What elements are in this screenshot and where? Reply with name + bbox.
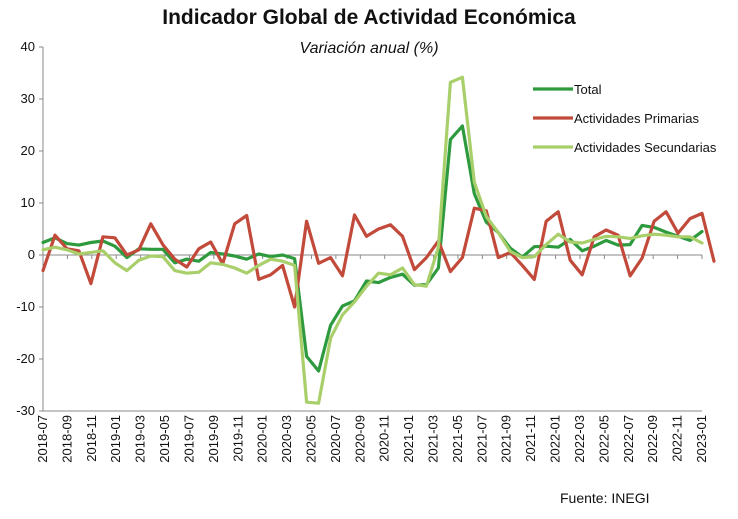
- x-tick-label: 2022-05: [596, 415, 611, 463]
- y-tick-label: 30: [21, 91, 35, 106]
- x-tick-label: 2018-07: [35, 415, 50, 463]
- x-tick-label: 2018-09: [59, 415, 74, 463]
- x-tick-label: 2021-01: [401, 415, 416, 463]
- y-tick-label: 20: [21, 143, 35, 158]
- x-tick-label: 2022-11: [670, 415, 685, 462]
- series-line-actividades-primarias: [41, 206, 716, 309]
- x-tick-label: 2023-01: [694, 415, 709, 463]
- y-tick-label: 10: [21, 195, 35, 210]
- x-tick-label: 2020-03: [279, 415, 294, 463]
- legend-label-total: Total: [574, 82, 602, 97]
- legend-label-actividades-primarias: Actividades Primarias: [574, 111, 699, 126]
- x-tick-label: 2022-07: [621, 415, 636, 463]
- x-tick-label: 2021-11: [523, 415, 538, 462]
- x-tick-label: 2021-05: [450, 415, 465, 463]
- x-tick-label: 2020-01: [255, 415, 270, 463]
- x-tick-label: 2019-11: [230, 415, 245, 462]
- x-tick-label: 2021-09: [499, 415, 514, 463]
- series-line-total: [41, 124, 704, 373]
- x-tick-label: 2021-07: [474, 415, 489, 463]
- x-tick-label: 2019-07: [181, 415, 196, 463]
- x-tick-label: 2019-01: [108, 415, 123, 463]
- x-tick-label: 2020-07: [328, 415, 343, 463]
- x-tick-label: 2019-09: [206, 415, 221, 463]
- chart-source: Fuente: INEGI: [560, 490, 650, 506]
- x-tick-label: 2019-05: [157, 415, 172, 463]
- series-line-actividades-secundarias: [41, 75, 704, 405]
- x-tick-label: 2019-03: [133, 415, 148, 463]
- y-tick-label: 40: [21, 39, 35, 54]
- x-tick-label: 2020-09: [352, 415, 367, 463]
- y-tick-label: -10: [16, 299, 35, 314]
- x-tick-label: 2022-01: [548, 415, 563, 463]
- x-tick-label: 2018-11: [84, 415, 99, 462]
- x-tick-label: 2021-03: [426, 415, 441, 463]
- y-tick-label: -30: [16, 403, 35, 418]
- y-tick-label: -20: [16, 351, 35, 366]
- chart-title: Indicador Global de Actividad Económica: [162, 6, 576, 29]
- x-tick-label: 2022-03: [572, 415, 587, 463]
- x-tick-label: 2022-09: [645, 415, 660, 463]
- legend-label-actividades-secundarias: Actividades Secundarias: [574, 140, 717, 155]
- y-tick-label: 0: [28, 247, 35, 262]
- x-tick-label: 2020-11: [377, 415, 392, 462]
- chart-subtitle: Variación anual (%): [299, 40, 439, 57]
- x-tick-label: 2020-05: [303, 415, 318, 463]
